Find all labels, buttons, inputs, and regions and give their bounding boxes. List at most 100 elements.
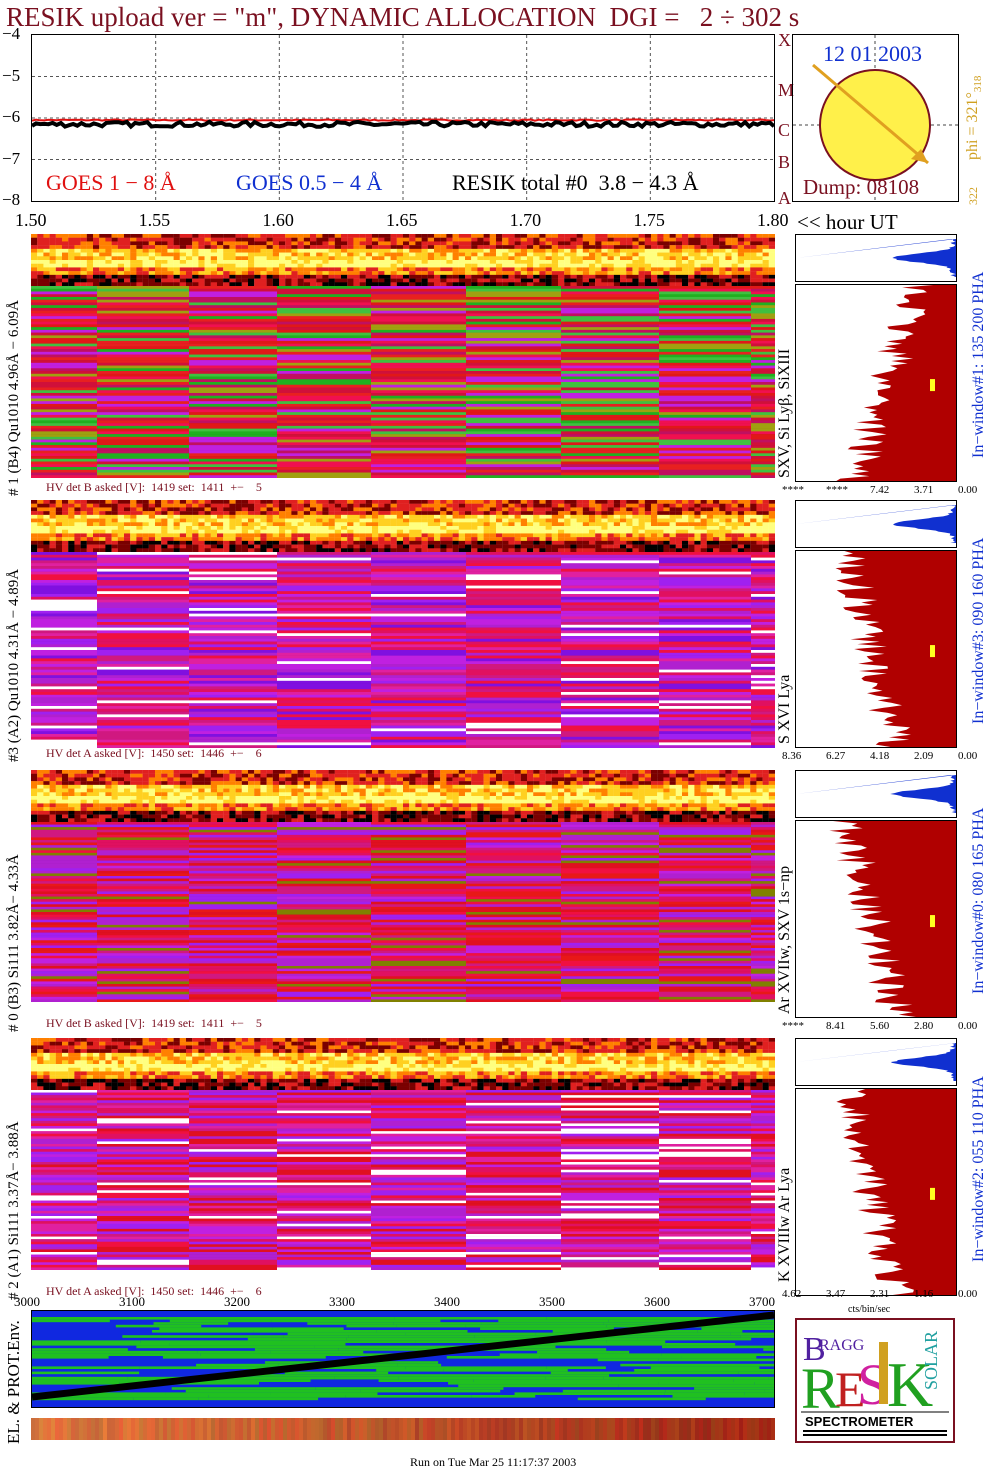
heat-cell xyxy=(694,544,701,549)
heat-cell xyxy=(465,526,472,530)
spectrogram-row xyxy=(751,428,775,432)
heat-cell xyxy=(508,282,515,286)
heat-cell xyxy=(74,548,81,552)
spectrogram-row xyxy=(31,714,97,718)
heat-cell xyxy=(644,248,652,253)
spectrogram-row xyxy=(189,739,277,743)
spectrogram-row xyxy=(371,436,466,440)
spectrogram-row xyxy=(561,644,659,648)
pha-window-marker xyxy=(930,379,935,392)
spectrogram-row xyxy=(97,599,189,603)
heat-cell xyxy=(396,773,404,778)
heat-cell xyxy=(155,252,162,257)
heat-cell xyxy=(130,282,137,286)
heat-cell xyxy=(489,245,497,250)
heat-cell xyxy=(31,529,38,534)
heat-cell xyxy=(173,245,180,250)
heat-cell xyxy=(310,518,317,523)
heat-cell xyxy=(279,518,286,523)
heat-cell xyxy=(49,522,56,527)
heat-cell xyxy=(545,518,552,523)
heat-cell xyxy=(669,234,676,238)
spectrogram-row xyxy=(97,708,189,712)
heat-cell xyxy=(514,548,521,552)
spectrogram-row xyxy=(659,605,751,609)
spectrogram-row xyxy=(189,554,277,558)
spectrogram-row xyxy=(751,585,775,589)
heat-cell xyxy=(496,237,503,242)
spectrogram-row xyxy=(466,655,561,659)
heat-cell xyxy=(489,271,497,276)
spectrogram-row xyxy=(31,571,97,575)
heat-cell xyxy=(62,282,69,286)
spectrogram-row xyxy=(561,286,659,290)
heat-cell xyxy=(210,271,218,276)
heat-cell xyxy=(229,507,236,512)
spectrogram-row xyxy=(31,666,97,670)
heat-cell xyxy=(465,529,472,534)
heat-cell xyxy=(328,241,335,246)
spectrogram-row xyxy=(277,340,371,344)
heat-cell xyxy=(409,540,416,545)
heat-cell xyxy=(43,548,50,552)
heat-cell xyxy=(254,773,261,778)
spectrogram-row xyxy=(751,557,775,561)
heat-cell xyxy=(204,544,211,549)
heat-cell xyxy=(452,234,459,238)
heat-cell xyxy=(279,256,286,261)
goes-ytick-label: −4 xyxy=(2,24,21,43)
spectrogram-row xyxy=(371,442,466,446)
heat-cell xyxy=(310,544,317,549)
heat-cell xyxy=(80,522,87,527)
heat-cell xyxy=(750,271,757,276)
spectrogram-row xyxy=(659,633,751,637)
heat-cell xyxy=(558,533,565,538)
heat-cell xyxy=(694,282,701,286)
heat-cell xyxy=(700,241,707,246)
heat-cell xyxy=(235,282,242,286)
heat-cell xyxy=(669,278,676,283)
heat-cell xyxy=(564,503,571,508)
heat-cell xyxy=(663,548,670,552)
heat-cell xyxy=(384,500,391,504)
heat-cell xyxy=(545,526,552,530)
spectrogram-row xyxy=(659,636,751,640)
spectrogram-row xyxy=(189,678,277,682)
heat-cell xyxy=(291,507,298,512)
spectrogram-row xyxy=(277,655,371,659)
heat-cell xyxy=(74,777,81,782)
spectrogram-row xyxy=(97,379,189,383)
heat-cell xyxy=(601,241,608,246)
heat-cell xyxy=(434,770,441,774)
heat-cell xyxy=(403,537,410,542)
heat-cell xyxy=(93,245,100,250)
heat-cell xyxy=(626,537,633,542)
heat-cell xyxy=(651,544,658,549)
spectrogram-row xyxy=(466,568,561,572)
heat-cell xyxy=(297,526,304,530)
heat-cell xyxy=(179,234,187,238)
heat-cell xyxy=(254,278,261,283)
heat-cell xyxy=(706,260,714,264)
heat-cell xyxy=(750,256,757,261)
heat-cell xyxy=(700,278,707,283)
heat-cell xyxy=(744,245,751,250)
spectrogram-row xyxy=(561,622,659,626)
heat-cell xyxy=(378,507,385,512)
spectrogram-row xyxy=(659,627,751,631)
heat-cell xyxy=(644,245,652,250)
heat-cell xyxy=(142,544,149,549)
heat-cell xyxy=(241,770,249,774)
spectrogram-row xyxy=(659,641,751,645)
spectrogram-row xyxy=(277,594,371,598)
spectrogram-row xyxy=(97,630,189,634)
heat-cell xyxy=(192,263,199,268)
line-ids-label: SXV, Si Lyβ, SiXIII xyxy=(776,348,793,478)
spectrogram-row xyxy=(97,633,189,637)
spectrogram-row xyxy=(466,742,561,746)
heat-cell xyxy=(620,526,627,530)
heat-cell xyxy=(291,544,298,549)
heat-cell xyxy=(254,260,261,264)
heat-cell xyxy=(620,278,627,283)
spectrogram-row xyxy=(189,439,277,443)
